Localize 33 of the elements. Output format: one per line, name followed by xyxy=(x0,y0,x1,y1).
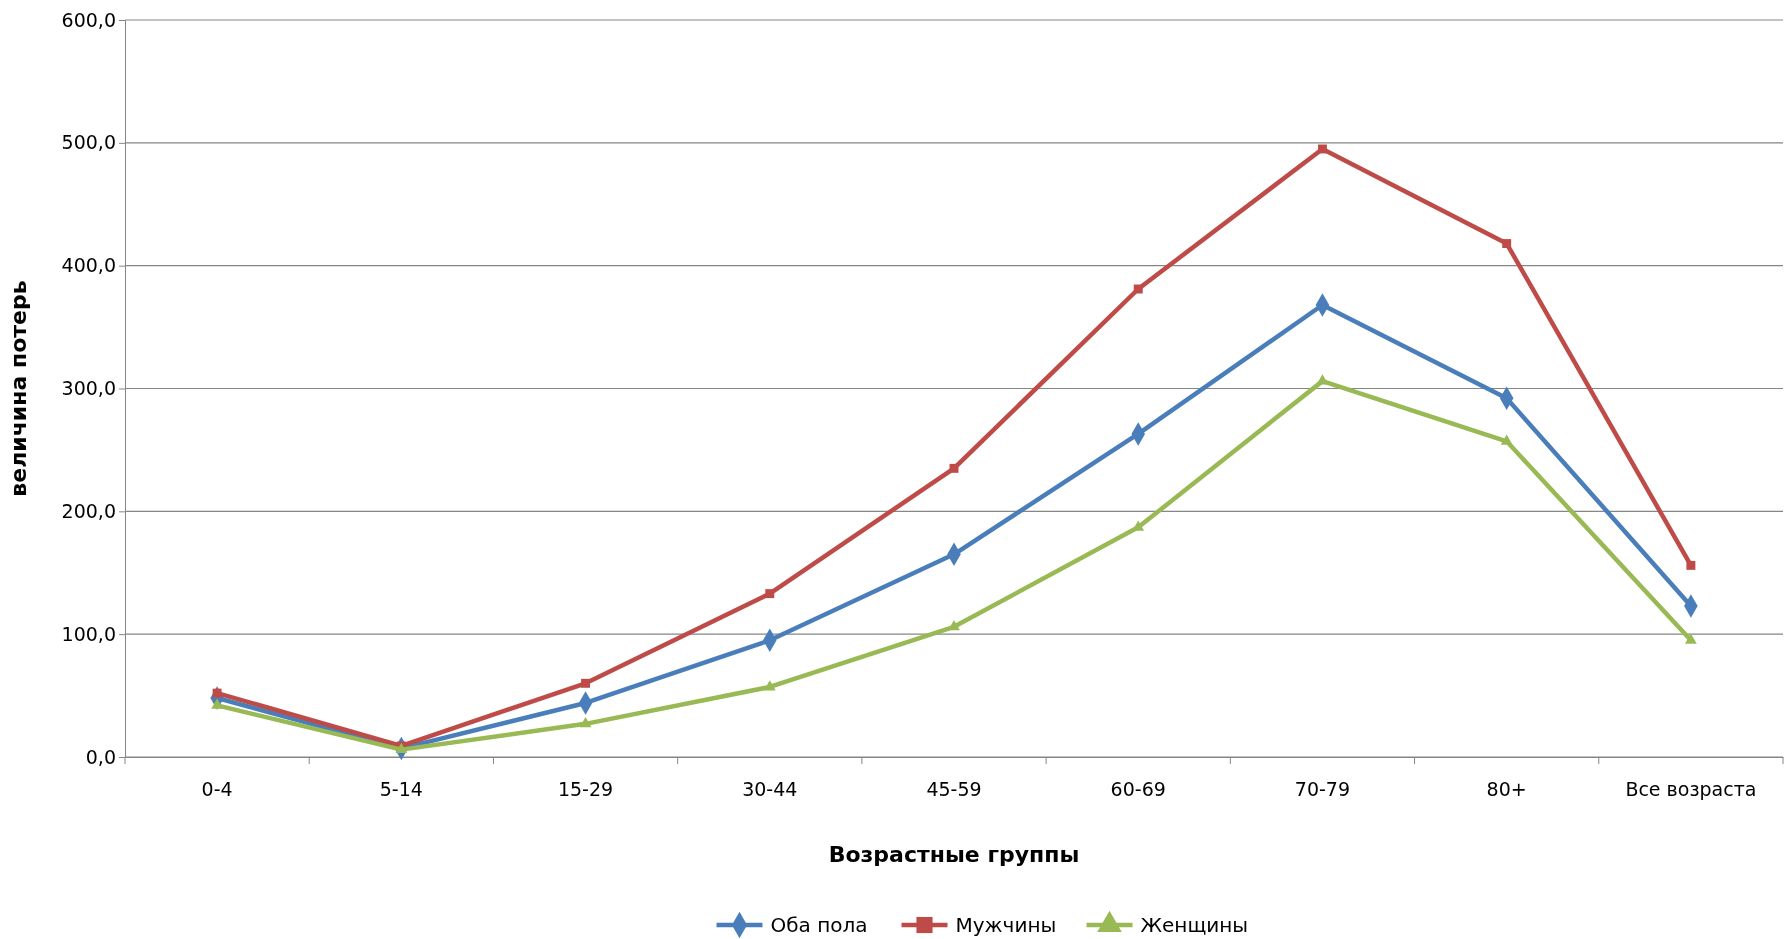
y-tick-label: 500,0 xyxy=(61,131,116,154)
legend-label: Оба пола xyxy=(770,913,868,937)
point xyxy=(581,678,591,688)
legend-label: Мужчины xyxy=(955,913,1057,937)
point xyxy=(1317,144,1327,154)
y-tick-label: 400,0 xyxy=(61,254,116,277)
x-tick-label: 5-14 xyxy=(379,778,423,801)
x-tick-label: Все возраста xyxy=(1625,778,1757,801)
x-axis-title: Возрастные группы xyxy=(828,842,1080,867)
x-tick-label: 15-29 xyxy=(557,778,614,801)
x-tick-label: 0-4 xyxy=(201,778,233,801)
x-tick-label: 45-59 xyxy=(926,778,982,801)
x-tick-label: 70-79 xyxy=(1294,778,1351,801)
point xyxy=(949,463,959,473)
y-tick-label: 600,0 xyxy=(61,8,116,31)
point xyxy=(765,589,775,599)
point xyxy=(948,620,960,631)
point xyxy=(1500,434,1513,445)
y-tick-label: 100,0 xyxy=(61,622,116,645)
x-tick-label: 60-69 xyxy=(1110,778,1166,801)
point xyxy=(1686,560,1696,570)
point xyxy=(1133,284,1143,294)
point xyxy=(1685,633,1697,644)
point xyxy=(1502,239,1512,249)
y-axis-title: величина потерь xyxy=(6,280,31,497)
legend-label: Женщины xyxy=(1140,913,1249,937)
point xyxy=(763,680,776,691)
y-tick-label: 0,0 xyxy=(85,745,116,768)
point xyxy=(579,717,592,728)
x-tick-label: 30-44 xyxy=(742,778,798,801)
x-tick-label: 80+ xyxy=(1486,778,1527,801)
y-tick-label: 200,0 xyxy=(61,499,116,522)
y-tick-label: 300,0 xyxy=(61,377,116,400)
